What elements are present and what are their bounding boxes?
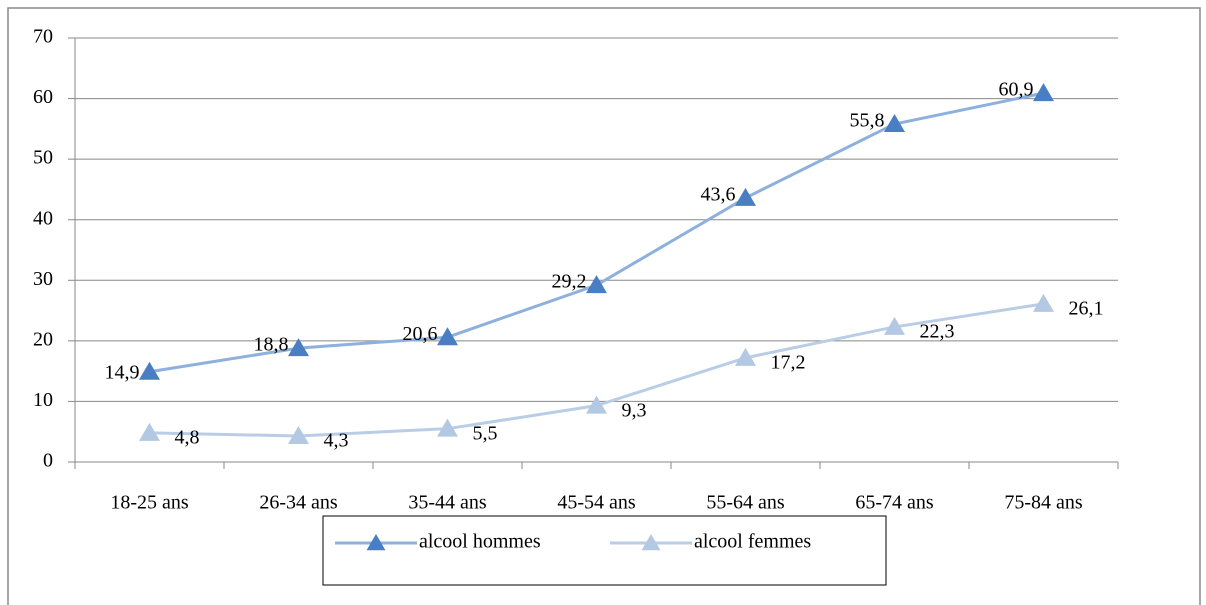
legend-box [322,515,887,586]
marker [884,114,905,133]
x-tick-label: 75-84 ans [1004,492,1083,514]
data-label: 18,8 [254,334,289,356]
data-label: 20,6 [403,323,438,345]
data-label: 4,3 [324,430,349,452]
data-label: 14,9 [105,361,140,383]
legend-label: alcool hommes [419,531,541,553]
marker [735,187,756,206]
data-label: 5,5 [473,422,498,444]
marker [288,425,309,444]
y-tick-label: 20 [33,328,53,350]
chart-frame [7,7,1201,605]
data-label: 55,8 [850,110,885,132]
x-tick-label: 45-54 ans [557,492,636,514]
marker [586,395,607,414]
y-tick-label: 70 [33,26,53,48]
data-label: 29,2 [552,271,587,293]
series-line [149,91,1044,374]
y-tick-label: 30 [33,268,53,290]
marker [437,418,458,437]
data-label: 17,2 [771,351,806,373]
marker [437,327,458,346]
legend-marker [366,534,386,551]
y-tick-label: 60 [33,86,53,108]
marker [1033,293,1054,312]
x-tick-label: 18-25 ans [110,492,189,514]
marker [735,347,756,366]
marker [139,422,160,441]
x-tick-label: 65-74 ans [855,492,934,514]
x-tick-label: 26-34 ans [259,492,338,514]
marker [586,275,607,294]
data-label: 26,1 [1069,298,1104,320]
marker [139,361,160,380]
marker [288,338,309,357]
y-tick-label: 0 [43,450,53,472]
data-label: 43,6 [701,184,736,206]
data-label: 9,3 [622,399,647,421]
marker [1033,83,1054,102]
legend-label: alcool femmes [694,531,811,553]
x-tick-label: 55-64 ans [706,492,785,514]
data-label: 22,3 [920,321,955,343]
y-tick-label: 50 [33,147,53,169]
series-line [149,302,1044,438]
data-label: 4,8 [175,427,200,449]
legend-marker [641,534,661,551]
y-tick-label: 40 [33,207,53,229]
marker [884,316,905,335]
x-tick-label: 35-44 ans [408,492,487,514]
y-tick-label: 10 [33,389,53,411]
data-label: 60,9 [999,79,1034,101]
